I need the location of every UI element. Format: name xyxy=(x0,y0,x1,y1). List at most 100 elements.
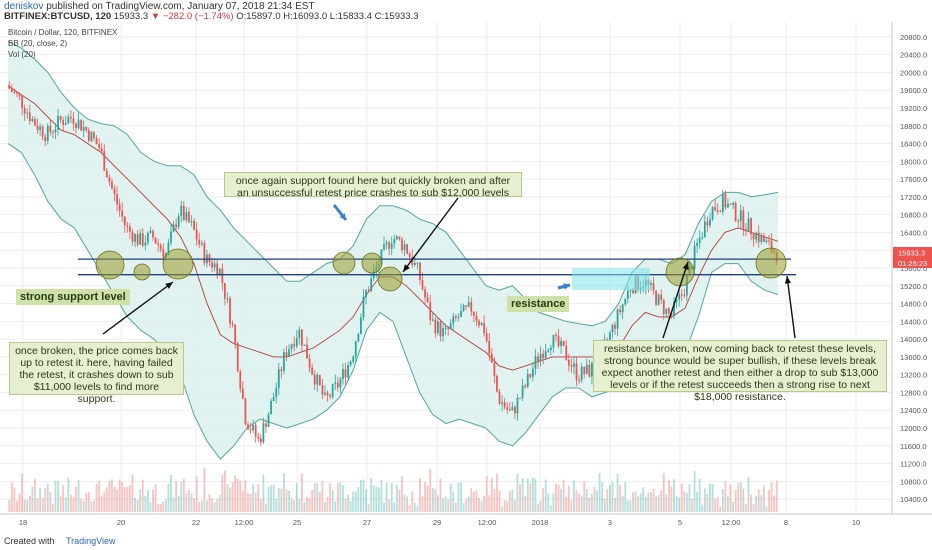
candle-body xyxy=(434,319,437,334)
candle-body xyxy=(531,368,534,377)
volume-bar xyxy=(724,481,727,512)
candle-body xyxy=(457,316,460,318)
tradingview-logo-text[interactable]: TradingView xyxy=(66,536,116,546)
volume-bar xyxy=(285,489,288,512)
candle-body xyxy=(421,280,424,290)
volume-bar xyxy=(619,484,622,512)
candle-body xyxy=(344,369,347,378)
candle-body xyxy=(34,119,36,126)
down-arrow-icon: ▼ xyxy=(150,11,161,22)
candle-body xyxy=(424,289,426,298)
volume-bar xyxy=(175,480,178,512)
candle-body xyxy=(657,294,660,305)
volume-bar xyxy=(10,482,13,512)
volume-bar xyxy=(565,497,568,512)
volume-bar xyxy=(344,498,347,512)
candle-body xyxy=(583,366,586,374)
volume-bar xyxy=(100,496,103,512)
candle-body xyxy=(13,91,16,93)
candle-body xyxy=(342,369,344,379)
candle-body xyxy=(126,225,129,227)
volume-bar xyxy=(616,473,619,512)
volume-bars xyxy=(8,467,778,512)
candle-body xyxy=(742,210,745,230)
candle-body xyxy=(611,324,614,333)
candle-body xyxy=(303,344,306,346)
volume-bar xyxy=(747,476,750,512)
candle-body xyxy=(549,347,552,351)
candle-body xyxy=(157,243,160,245)
volume-bar xyxy=(103,491,106,512)
volume-bar xyxy=(762,485,765,512)
volume-bar xyxy=(655,496,657,512)
candle-body xyxy=(46,125,49,141)
candle-body xyxy=(193,221,195,230)
candle-body xyxy=(503,402,506,408)
candle-body xyxy=(123,216,126,226)
volume-bar xyxy=(75,486,77,512)
author-link[interactable]: deniskov xyxy=(4,1,44,12)
publish-line: deniskov published on TradingView.com, J… xyxy=(4,1,315,12)
time-axis-labels: 18 20 22 12:00 25 27 29 12:00 2018 3 5 12:00 8 10 xyxy=(19,518,860,527)
candle-body xyxy=(100,148,103,152)
volume-bar xyxy=(421,496,424,512)
volume-bar xyxy=(560,489,563,512)
candle-body xyxy=(259,438,262,443)
volume-bar xyxy=(270,485,272,512)
volume-bar xyxy=(170,475,172,512)
price-chart[interactable]: 10400.0 10800.0 11200.0 11600.0 12000.0 12400… xyxy=(0,22,932,530)
candle-body xyxy=(134,234,136,242)
candle-body xyxy=(211,262,213,268)
volume-bar xyxy=(393,502,396,512)
y-tick-label: 20000.0 xyxy=(900,68,927,77)
highlight-circle xyxy=(95,250,125,280)
volume-bar xyxy=(431,487,434,512)
candle-body xyxy=(616,309,619,329)
candle-body xyxy=(39,126,41,131)
volume-bar xyxy=(426,485,429,512)
volume-bar xyxy=(229,487,231,512)
volume-bar xyxy=(632,492,634,512)
volume-bar xyxy=(93,500,95,512)
volume-bar xyxy=(408,505,411,512)
candle-body xyxy=(521,385,524,399)
candle-body xyxy=(439,321,442,337)
candle-body xyxy=(652,283,655,291)
candle-body xyxy=(21,95,24,109)
candle-body xyxy=(765,240,768,242)
volume-bar xyxy=(457,482,460,512)
volume-bar xyxy=(321,480,324,512)
support-label: strong support level xyxy=(16,289,130,305)
candle-body xyxy=(711,207,714,220)
candle-body xyxy=(755,232,758,240)
candle-body xyxy=(626,290,629,299)
candles xyxy=(8,81,778,446)
candle-body xyxy=(727,203,729,208)
volume-bar xyxy=(434,488,437,512)
volume-bar xyxy=(447,499,450,512)
x-tick-label: 27 xyxy=(363,518,371,527)
candle-body xyxy=(621,304,624,313)
volume-bar xyxy=(657,495,660,512)
candle-body xyxy=(167,242,170,254)
candle-body xyxy=(26,112,29,114)
volume-bar xyxy=(108,481,111,512)
volume-bar xyxy=(721,488,724,512)
candle-body xyxy=(408,253,411,257)
candle-body xyxy=(93,132,95,139)
volume-bar xyxy=(773,495,776,512)
volume-bar xyxy=(537,504,539,512)
volume-bar xyxy=(585,489,588,512)
x-tick-label: 3 xyxy=(608,518,612,527)
candle-body xyxy=(241,388,244,399)
candle-body xyxy=(709,219,711,226)
volume-bar xyxy=(365,489,367,512)
volume-bar xyxy=(454,502,457,512)
volume-bar xyxy=(475,490,478,512)
candle-body xyxy=(393,239,396,244)
volume-bar xyxy=(18,493,21,512)
volume-bar xyxy=(23,499,26,512)
candle-body xyxy=(660,294,663,300)
y-tick-label: 14800.0 xyxy=(900,300,927,309)
price-scale-bg xyxy=(892,22,932,530)
